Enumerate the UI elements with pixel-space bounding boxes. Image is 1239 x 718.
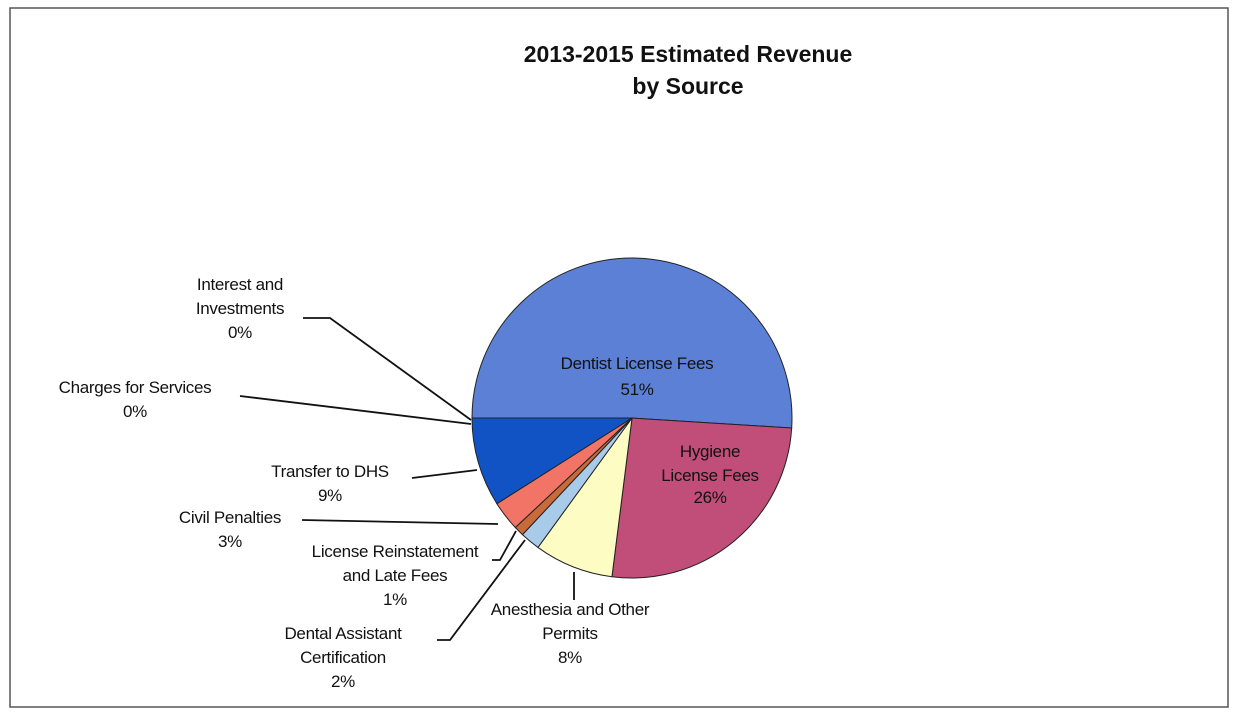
slice-label: Civil Penalties [178, 508, 282, 527]
slice-value-label: 0% [228, 323, 252, 342]
leader-line [411, 469, 478, 479]
slice-label: Anesthesia and Other Permits [490, 600, 650, 643]
slice-label: Dentist License Fees [560, 354, 714, 373]
leader-line [492, 530, 517, 561]
leader-line [239, 395, 472, 425]
pie-slice [471, 257, 793, 429]
slice-label: Hygiene License Fees [661, 442, 759, 485]
slice-value-label: 3% [218, 532, 242, 551]
chart-frame [9, 7, 1229, 708]
slice-value-label: 51% [620, 380, 654, 399]
pie-slice [611, 417, 793, 579]
leader-lines [239, 317, 575, 641]
slice-value-label: 2% [331, 672, 355, 691]
slice-value-label: 26% [693, 488, 727, 507]
slice-label: Interest and Investments [195, 275, 285, 318]
slice-value-label: 9% [318, 486, 342, 505]
pie-slice [471, 417, 634, 505]
chart-title: 2013-2015 Estimated Revenue by Source [523, 41, 853, 99]
slice-value-label: 8% [558, 648, 582, 667]
slice-label: License Reinstatement and Late Fees [311, 542, 479, 585]
leader-line [437, 539, 526, 641]
leader-line [303, 317, 472, 421]
leader-line [301, 519, 499, 525]
slice-label: Charges for Services [58, 378, 212, 397]
slice-label: Transfer to DHS [271, 462, 389, 481]
slice-label: Dental Assistant Certification [284, 624, 402, 667]
slice-value-label: 1% [383, 590, 407, 609]
slice-value-label: 0% [123, 402, 147, 421]
